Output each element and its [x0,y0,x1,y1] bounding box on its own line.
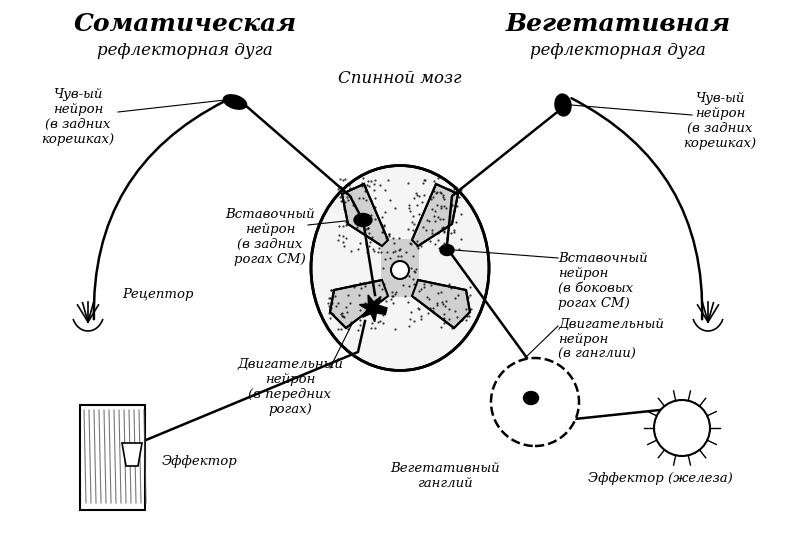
Polygon shape [359,295,387,322]
Polygon shape [330,280,388,328]
Polygon shape [412,184,458,246]
Text: Вставочный
нейрон
(в боковых
рогах СМ): Вставочный нейрон (в боковых рогах СМ) [558,252,648,310]
Text: Рецептор: Рецептор [122,288,194,301]
Text: рефлекторная дуга: рефлекторная дуга [97,42,273,59]
Text: Соматическая: Соматическая [74,12,297,36]
Polygon shape [122,443,142,466]
Ellipse shape [311,165,489,370]
Ellipse shape [354,213,372,226]
FancyBboxPatch shape [381,239,419,297]
Text: Чув-ый
нейрон
(в задних
корешках): Чув-ый нейрон (в задних корешках) [683,92,757,150]
Ellipse shape [523,391,538,404]
Bar [80,405,145,510]
Text: Эффектор: Эффектор [162,455,238,468]
Ellipse shape [440,245,454,255]
Ellipse shape [223,95,246,109]
Text: Эффектор (железа): Эффектор (железа) [588,472,732,485]
Text: Вставочный
нейрон
(в задних
рогах СМ): Вставочный нейрон (в задних рогах СМ) [225,208,315,266]
Circle shape [391,261,409,279]
Circle shape [491,358,579,446]
Text: Вегетативный
ганглий: Вегетативный ганглий [390,462,500,490]
Ellipse shape [555,94,571,116]
Text: Двигательный
нейрон
(в передних
рогах): Двигательный нейрон (в передних рогах) [237,358,343,416]
Text: Чув-ый
нейрон
(в задних
корешках): Чув-ый нейрон (в задних корешках) [42,88,114,146]
Circle shape [654,400,710,456]
Text: рефлекторная дуга: рефлекторная дуга [530,42,706,59]
Polygon shape [342,184,388,246]
Text: Двигательный
нейрон
(в ганглии): Двигательный нейрон (в ганглии) [558,318,664,361]
Polygon shape [412,280,470,328]
Text: Спинной мозг: Спинной мозг [338,70,462,87]
Text: Вегетативная: Вегетативная [506,12,730,36]
